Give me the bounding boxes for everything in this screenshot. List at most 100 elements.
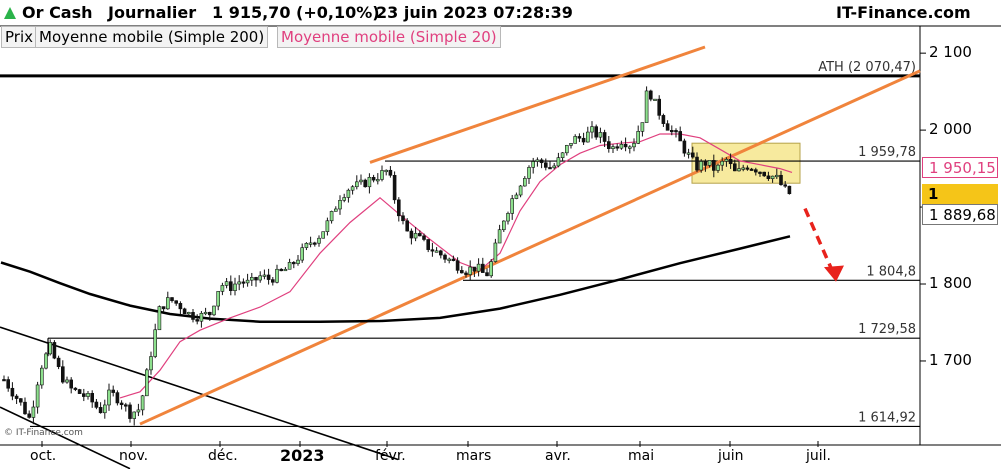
candle-body	[224, 281, 229, 286]
candle-body	[447, 258, 452, 261]
ma20-badge: 1 950,15	[922, 157, 998, 179]
y-tick-label: 2 100	[929, 43, 972, 62]
candle-body	[27, 413, 32, 418]
y-tick-label: 1 800	[929, 274, 972, 293]
candle-body	[749, 168, 754, 171]
level-label: 1 614,92	[858, 410, 916, 425]
candle-body	[283, 268, 288, 272]
candle-body	[522, 178, 527, 187]
candle-body	[674, 130, 678, 133]
forecast-arrow-shaft	[803, 207, 834, 271]
candle-body	[262, 274, 267, 277]
candle-body	[279, 268, 284, 272]
candle-body	[476, 263, 481, 272]
candle-body	[690, 152, 695, 158]
candle-body	[682, 140, 687, 154]
candle-body	[300, 247, 305, 261]
level-label: 1 959,78	[858, 145, 916, 160]
candle-body	[489, 261, 494, 277]
candle-body	[720, 160, 725, 166]
candle-body	[573, 136, 578, 144]
candle-body	[716, 164, 720, 171]
candle-body	[220, 285, 225, 292]
candle-body	[342, 197, 347, 201]
candle-body	[208, 311, 212, 316]
candle-body	[661, 115, 666, 124]
candle-body	[606, 141, 611, 149]
candle-body	[166, 297, 170, 310]
timestamp: 23 juin 2023 07:28:39	[376, 3, 573, 22]
candle-body	[451, 258, 456, 261]
candle-body	[741, 167, 746, 170]
candle-body	[233, 283, 237, 291]
candle-body	[187, 312, 191, 315]
candle-body	[627, 146, 632, 149]
legend-price[interactable]: Prix	[1, 26, 37, 48]
candle-body	[359, 179, 363, 183]
candle-body	[518, 185, 523, 196]
candle-body	[711, 160, 716, 171]
candle-body	[732, 163, 737, 172]
candle-body	[413, 233, 418, 239]
candle-body	[552, 165, 557, 169]
candle-body	[317, 237, 321, 244]
candle-body	[560, 152, 565, 158]
candle-body	[182, 308, 187, 315]
candle-body	[728, 159, 733, 165]
candle-body	[392, 175, 397, 201]
candle-body	[237, 281, 241, 285]
forecast-arrow-head	[824, 265, 844, 282]
instrument-name: Or Cash	[22, 3, 93, 22]
candle-body	[556, 157, 561, 167]
candle-body	[632, 143, 636, 148]
candle-body	[48, 342, 53, 355]
candle-body	[354, 181, 359, 188]
candle-body	[90, 393, 94, 403]
candle-body	[199, 313, 204, 322]
candle-body	[640, 122, 645, 132]
candle-body	[10, 387, 15, 397]
candle-body	[388, 169, 393, 176]
x-tick-label: juil.	[806, 448, 831, 464]
candle-body	[699, 161, 704, 171]
candle-body	[14, 395, 19, 399]
candle-body	[455, 260, 460, 271]
candle-body	[23, 401, 27, 415]
candle-body	[598, 132, 603, 138]
legend-ma20[interactable]: Moyenne mobile (Simple 20)	[277, 26, 501, 48]
x-tick-label: juin	[718, 448, 744, 464]
up-triangle-icon	[3, 5, 17, 24]
candle-body	[82, 393, 86, 397]
candle-body	[212, 305, 216, 316]
period-label: Journalier	[108, 3, 197, 22]
candle-body	[653, 98, 657, 101]
candle-body	[77, 389, 82, 394]
candle-body	[703, 161, 708, 166]
candle-body	[140, 395, 145, 411]
candle-body	[375, 179, 380, 182]
candle-body	[480, 263, 485, 273]
candle-body	[758, 171, 762, 174]
candle-body	[56, 357, 61, 367]
candle-body	[245, 279, 250, 284]
candle-body	[501, 220, 506, 231]
candle-body	[132, 411, 136, 419]
candle-body	[103, 404, 107, 414]
candle-body	[2, 379, 6, 382]
candle-body	[157, 306, 162, 331]
candle-body	[409, 230, 414, 239]
candle-body	[514, 194, 519, 199]
candle-body	[543, 162, 548, 168]
legend-ma200[interactable]: Moyenne mobile (Simple 200)	[35, 26, 269, 48]
candle-body	[657, 98, 662, 116]
candle-body	[590, 126, 594, 133]
candle-body	[18, 398, 23, 403]
price-badge: 1 915,70	[922, 183, 998, 224]
candle-body	[581, 137, 586, 143]
candle-body	[346, 189, 351, 198]
level-label: ATH (2 070,47)	[818, 60, 916, 75]
y-tick-label: 1 700	[929, 350, 972, 369]
candle-body	[94, 401, 99, 408]
